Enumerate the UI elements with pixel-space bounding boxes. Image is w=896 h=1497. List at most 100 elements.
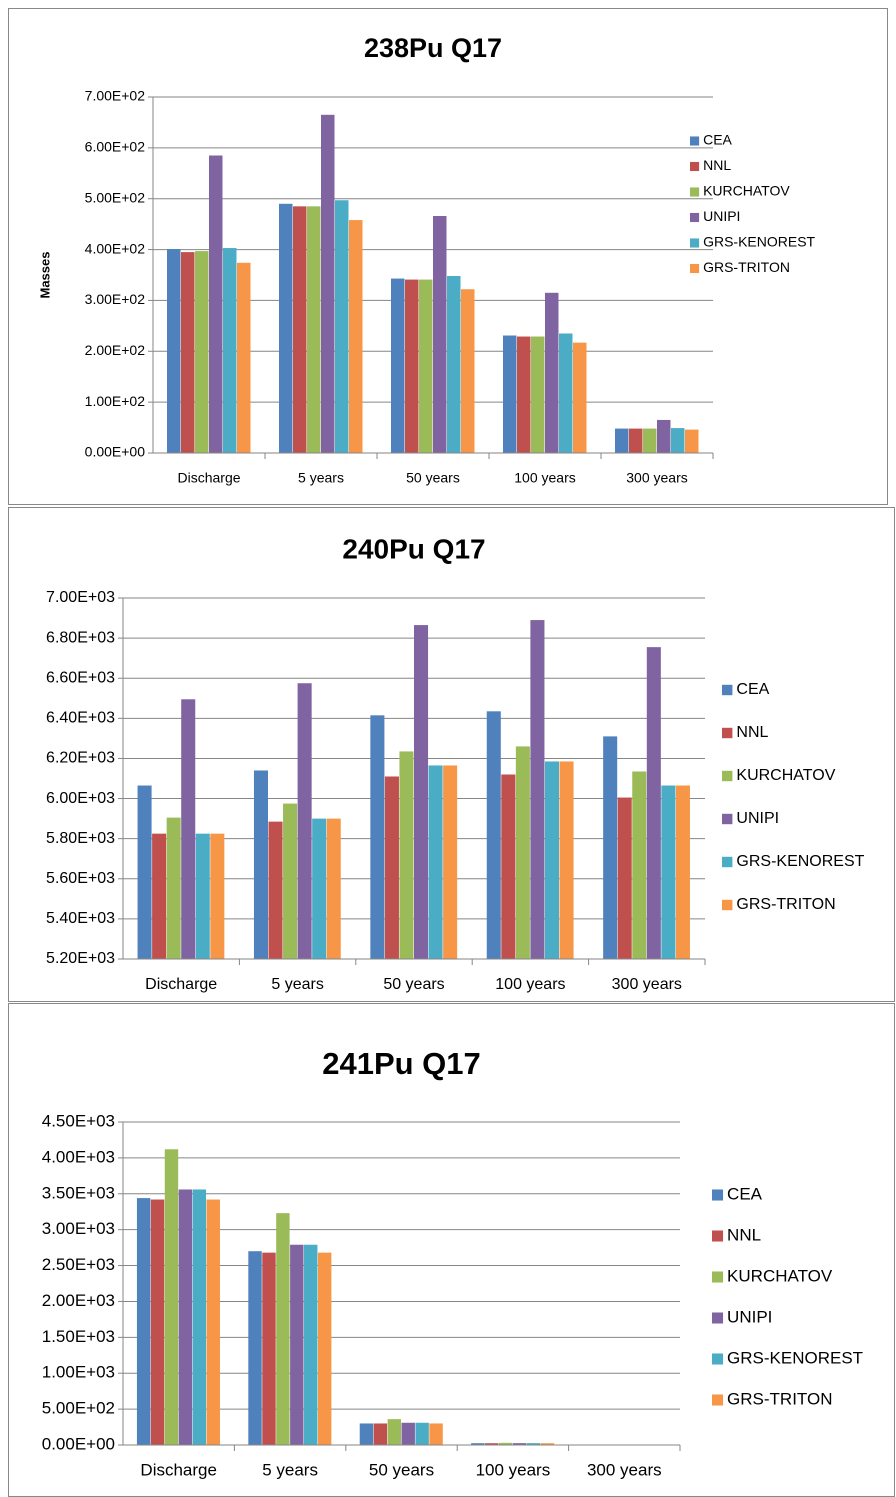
bar (387, 1419, 401, 1445)
bar (629, 428, 643, 453)
bar (675, 785, 690, 959)
y-tick-label: 4.00E+02 (85, 240, 146, 256)
bar (312, 818, 327, 959)
x-tick-label: 5 years (271, 976, 323, 993)
bar (297, 683, 312, 959)
bar (136, 1198, 151, 1445)
bar (317, 1252, 332, 1445)
bar (429, 1423, 443, 1445)
bar (391, 278, 405, 453)
y-tick-label: 1.00E+03 (42, 1363, 115, 1382)
bar (223, 248, 237, 453)
y-tick-label: 6.20E+03 (46, 750, 115, 767)
legend-swatch (712, 1353, 724, 1365)
x-tick-label: 300 years (587, 1460, 662, 1479)
y-tick-label: 5.80E+03 (46, 830, 115, 847)
x-tick-label: 5 years (262, 1460, 318, 1479)
legend-swatch (690, 238, 700, 248)
bar (643, 428, 657, 453)
y-tick-label: 7.00E+03 (46, 589, 115, 606)
bar (279, 203, 293, 453)
bar (166, 817, 181, 959)
bar (517, 336, 531, 453)
legend-label: CEA (727, 1184, 763, 1203)
y-tick-label: 6.80E+03 (46, 629, 115, 646)
legend-label: GRS-TRITON (736, 896, 835, 913)
bar (503, 335, 517, 453)
bar (405, 279, 419, 453)
x-tick-label: 100 years (514, 470, 575, 486)
legend-swatch (712, 1230, 724, 1242)
bar (253, 770, 268, 959)
bar (447, 276, 461, 453)
bar (326, 818, 341, 959)
legend-swatch (722, 770, 733, 782)
bar (164, 1149, 179, 1445)
bar (419, 279, 433, 453)
x-tick-label: 50 years (406, 470, 460, 486)
bar (321, 114, 335, 454)
bar (661, 785, 676, 959)
bar (137, 785, 152, 959)
bar (401, 1422, 415, 1445)
y-tick-label: 6.00E+03 (46, 790, 115, 807)
legend-swatch (712, 1189, 724, 1201)
y-tick-label: 3.00E+03 (42, 1219, 115, 1238)
legend-label: GRS-KENOREST (703, 234, 815, 250)
bar (461, 289, 475, 453)
bar (657, 419, 671, 453)
legend-label: KURCHATOV (736, 767, 835, 784)
bar (181, 699, 196, 959)
chart-title: 240Pu Q17 (342, 533, 485, 564)
x-tick-label: 5 years (298, 470, 344, 486)
legend-label: KURCHATOV (727, 1266, 833, 1285)
bar (370, 715, 385, 959)
y-tick-label: 1.00E+02 (85, 393, 146, 409)
legend-swatch (690, 212, 700, 223)
bar (443, 765, 458, 959)
y-tick-label: 6.40E+03 (46, 710, 115, 727)
bar (414, 625, 429, 959)
bar (615, 428, 629, 453)
legend-swatch (722, 727, 733, 739)
bar (399, 751, 414, 959)
legend-label: CEA (703, 132, 732, 148)
bar (150, 1199, 165, 1445)
legend-label: UNIPI (736, 810, 779, 827)
legend-swatch (690, 136, 700, 146)
bar (526, 1443, 541, 1445)
bar (283, 803, 298, 959)
legend-swatch (712, 1271, 724, 1283)
bar (152, 833, 167, 959)
legend-swatch (690, 161, 700, 172)
bar (237, 262, 251, 453)
bar (512, 1443, 527, 1445)
bar (471, 1443, 485, 1445)
bar (304, 1244, 318, 1445)
x-tick-label: 300 years (626, 470, 687, 486)
legend-swatch (722, 856, 733, 868)
bar (559, 333, 573, 453)
legend-label: UNIPI (727, 1307, 772, 1326)
legend-label: KURCHATOV (703, 183, 790, 199)
legend-swatch (690, 187, 700, 197)
legend-swatch (722, 684, 733, 696)
y-tick-label: 4.00E+03 (42, 1147, 115, 1166)
x-tick-label: 100 years (476, 1460, 551, 1479)
bar (646, 647, 661, 959)
bar (206, 1199, 220, 1445)
y-tick-label: 2.00E+02 (85, 342, 146, 358)
bar (209, 155, 223, 453)
bar (276, 1213, 290, 1445)
bar (685, 429, 699, 453)
bar (349, 220, 363, 453)
y-tick-label: 5.60E+03 (46, 870, 115, 887)
bar (603, 736, 618, 959)
bar (415, 1422, 429, 1445)
bar (486, 711, 501, 959)
x-tick-label: 50 years (383, 976, 444, 993)
y-tick-label: 5.00E+02 (42, 1399, 115, 1418)
bar (210, 833, 225, 959)
bar (531, 336, 545, 453)
